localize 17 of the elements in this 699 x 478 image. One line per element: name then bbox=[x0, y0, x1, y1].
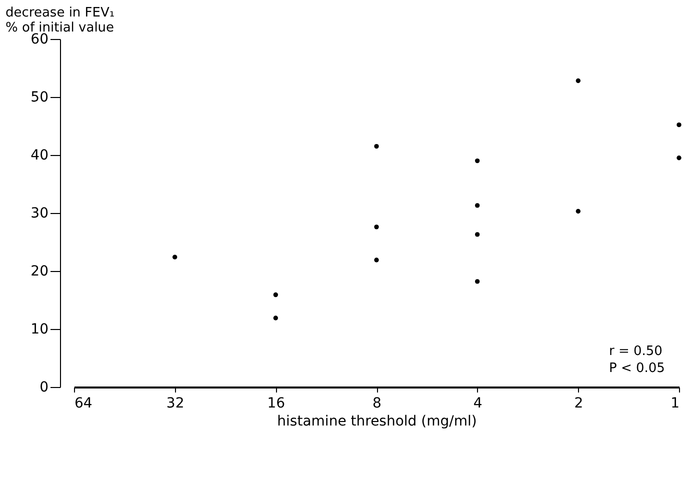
x-tick-label: 8 bbox=[372, 396, 382, 412]
y-tick-label: 40 bbox=[30, 148, 48, 164]
annotation: r = 0.50 bbox=[609, 344, 662, 359]
y-tick-label: 50 bbox=[30, 90, 48, 106]
x-tick-label: 16 bbox=[267, 396, 286, 412]
x-tick-label: 32 bbox=[166, 396, 184, 412]
x-tick-label: 64 bbox=[74, 396, 92, 412]
y-tick-label: 10 bbox=[30, 322, 48, 338]
x-tick-label: 1 bbox=[670, 396, 680, 412]
y-tick-label: 30 bbox=[30, 206, 48, 222]
y-tick-label: 60 bbox=[30, 32, 48, 48]
annotation: P < 0.05 bbox=[609, 361, 665, 376]
x-tick-label: 4 bbox=[473, 396, 482, 412]
y-tick-label: 0 bbox=[40, 380, 48, 396]
y-tick-label: 20 bbox=[30, 264, 48, 280]
x-axis-title: histamine threshold (mg/ml) bbox=[277, 414, 477, 430]
x-tick-label: 2 bbox=[574, 396, 584, 412]
